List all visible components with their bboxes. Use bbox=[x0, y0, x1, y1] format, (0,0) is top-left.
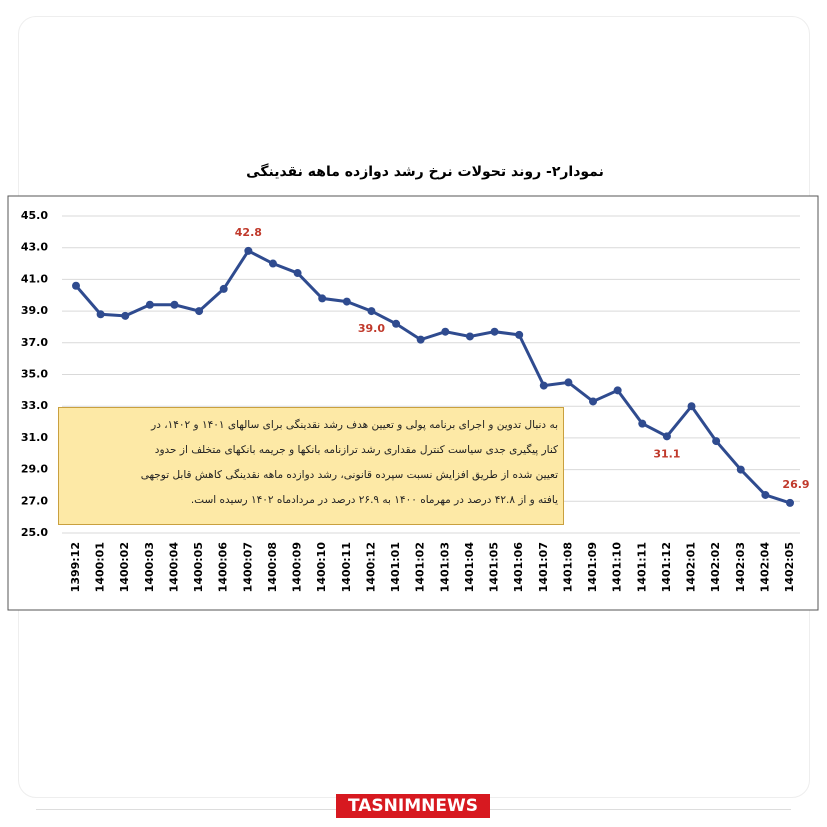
data-point bbox=[121, 311, 130, 320]
data-point bbox=[712, 437, 721, 446]
x-tick-label: 1401:05 bbox=[488, 542, 501, 592]
data-point bbox=[195, 307, 204, 316]
data-point bbox=[564, 378, 573, 387]
y-tick-label: 33.0 bbox=[21, 399, 48, 412]
data-point bbox=[662, 432, 671, 441]
data-point bbox=[490, 327, 499, 336]
y-tick-label: 45.0 bbox=[21, 209, 48, 222]
x-tick-label: 1401:11 bbox=[635, 542, 648, 592]
data-point bbox=[416, 335, 425, 344]
value-label: 42.8 bbox=[235, 226, 262, 239]
data-point bbox=[219, 284, 228, 293]
data-point bbox=[589, 397, 598, 406]
x-tick-label: 1401:08 bbox=[561, 542, 574, 592]
data-point bbox=[145, 300, 154, 309]
x-tick-label: 1402:03 bbox=[734, 542, 747, 592]
data-point bbox=[342, 297, 351, 306]
data-point bbox=[268, 259, 277, 268]
x-tick-label: 1401:04 bbox=[463, 542, 476, 593]
value-label: 39.0 bbox=[358, 322, 385, 335]
logo: TASNIMNEWS bbox=[336, 794, 490, 818]
x-tick-label: 1400:06 bbox=[217, 542, 230, 593]
x-tick-label: 1400:11 bbox=[340, 542, 353, 592]
y-tick-label: 27.0 bbox=[21, 494, 48, 507]
value-label: 26.9 bbox=[782, 478, 809, 491]
x-tick-label: 1402:05 bbox=[783, 542, 796, 592]
data-point bbox=[515, 330, 524, 339]
x-tick-label: 1400:05 bbox=[192, 542, 205, 592]
x-tick-label: 1400:10 bbox=[315, 542, 328, 593]
data-point bbox=[539, 381, 548, 390]
annotation-line: به دنبال تدوین و اجرای برنامه پولی و تعی… bbox=[151, 419, 558, 431]
annotation: به دنبال تدوین و اجرای برنامه پولی و تعی… bbox=[58, 407, 564, 525]
data-point bbox=[638, 419, 647, 428]
data-point bbox=[687, 402, 696, 411]
x-tick-label: 1402:02 bbox=[709, 542, 722, 592]
x-tick-label: 1400:03 bbox=[143, 542, 156, 592]
y-tick-label: 43.0 bbox=[21, 241, 48, 254]
y-tick-label: 29.0 bbox=[21, 463, 48, 476]
x-tick-label: 1401:01 bbox=[389, 542, 402, 592]
data-point bbox=[367, 307, 376, 316]
data-point bbox=[736, 465, 745, 474]
x-tick-label: 1400:01 bbox=[94, 542, 107, 592]
x-tick-label: 1401:03 bbox=[438, 542, 451, 592]
data-point bbox=[170, 300, 179, 309]
y-tick-label: 41.0 bbox=[21, 272, 48, 285]
data-point bbox=[465, 332, 474, 341]
x-tick-label: 1399:12 bbox=[69, 542, 82, 592]
data-point bbox=[293, 269, 302, 278]
data-point bbox=[786, 498, 794, 507]
data-point bbox=[244, 246, 253, 255]
x-tick-label: 1401:12 bbox=[660, 542, 673, 592]
x-tick-label: 1400:08 bbox=[266, 542, 279, 592]
x-tick-label: 1401:10 bbox=[611, 542, 624, 593]
x-tick-label: 1400:09 bbox=[291, 542, 304, 592]
data-point bbox=[392, 319, 401, 328]
data-point bbox=[318, 294, 327, 303]
annotation-line: یافته و از ۴۲.۸ درصد در مهرماه ۱۴۰۰ به ۲… bbox=[190, 494, 558, 506]
value-label: 31.1 bbox=[653, 447, 680, 460]
x-tick-label: 1402:01 bbox=[685, 542, 698, 592]
x-tick-label: 1402:04 bbox=[758, 542, 771, 593]
y-tick-label: 35.0 bbox=[21, 368, 48, 381]
y-tick-label: 31.0 bbox=[21, 431, 48, 444]
y-tick-label: 39.0 bbox=[21, 304, 48, 317]
x-tick-label: 1401:07 bbox=[537, 542, 550, 592]
y-tick-label: 37.0 bbox=[21, 336, 48, 349]
x-tick-label: 1400:04 bbox=[167, 542, 180, 593]
x-tick-label: 1400:02 bbox=[118, 542, 131, 592]
data-point bbox=[72, 281, 80, 290]
annotation-line: کنار پیگیری جدی سیاست کنترل مقداری رشد ت… bbox=[154, 444, 558, 456]
data-line bbox=[74, 248, 791, 505]
data-point bbox=[441, 327, 450, 336]
chart-title: نمودار۲- روند تحولات نرخ رشد دوازده ماهه… bbox=[246, 163, 604, 180]
data-point bbox=[761, 490, 770, 499]
x-tick-label: 1401:02 bbox=[414, 542, 427, 592]
x-tick-label: 1400:12 bbox=[364, 542, 377, 592]
x-tick-label: 1401:09 bbox=[586, 542, 599, 592]
annotation-line: تعیین شده از طریق افزایش نسبت سپرده قانو… bbox=[140, 469, 558, 481]
x-tick-label: 1400:07 bbox=[241, 542, 254, 592]
chart-border bbox=[7, 195, 819, 611]
x-tick-label: 1401:06 bbox=[512, 542, 525, 593]
data-point bbox=[613, 386, 622, 395]
y-tick-label: 25.0 bbox=[21, 526, 48, 539]
data-point bbox=[96, 310, 105, 319]
